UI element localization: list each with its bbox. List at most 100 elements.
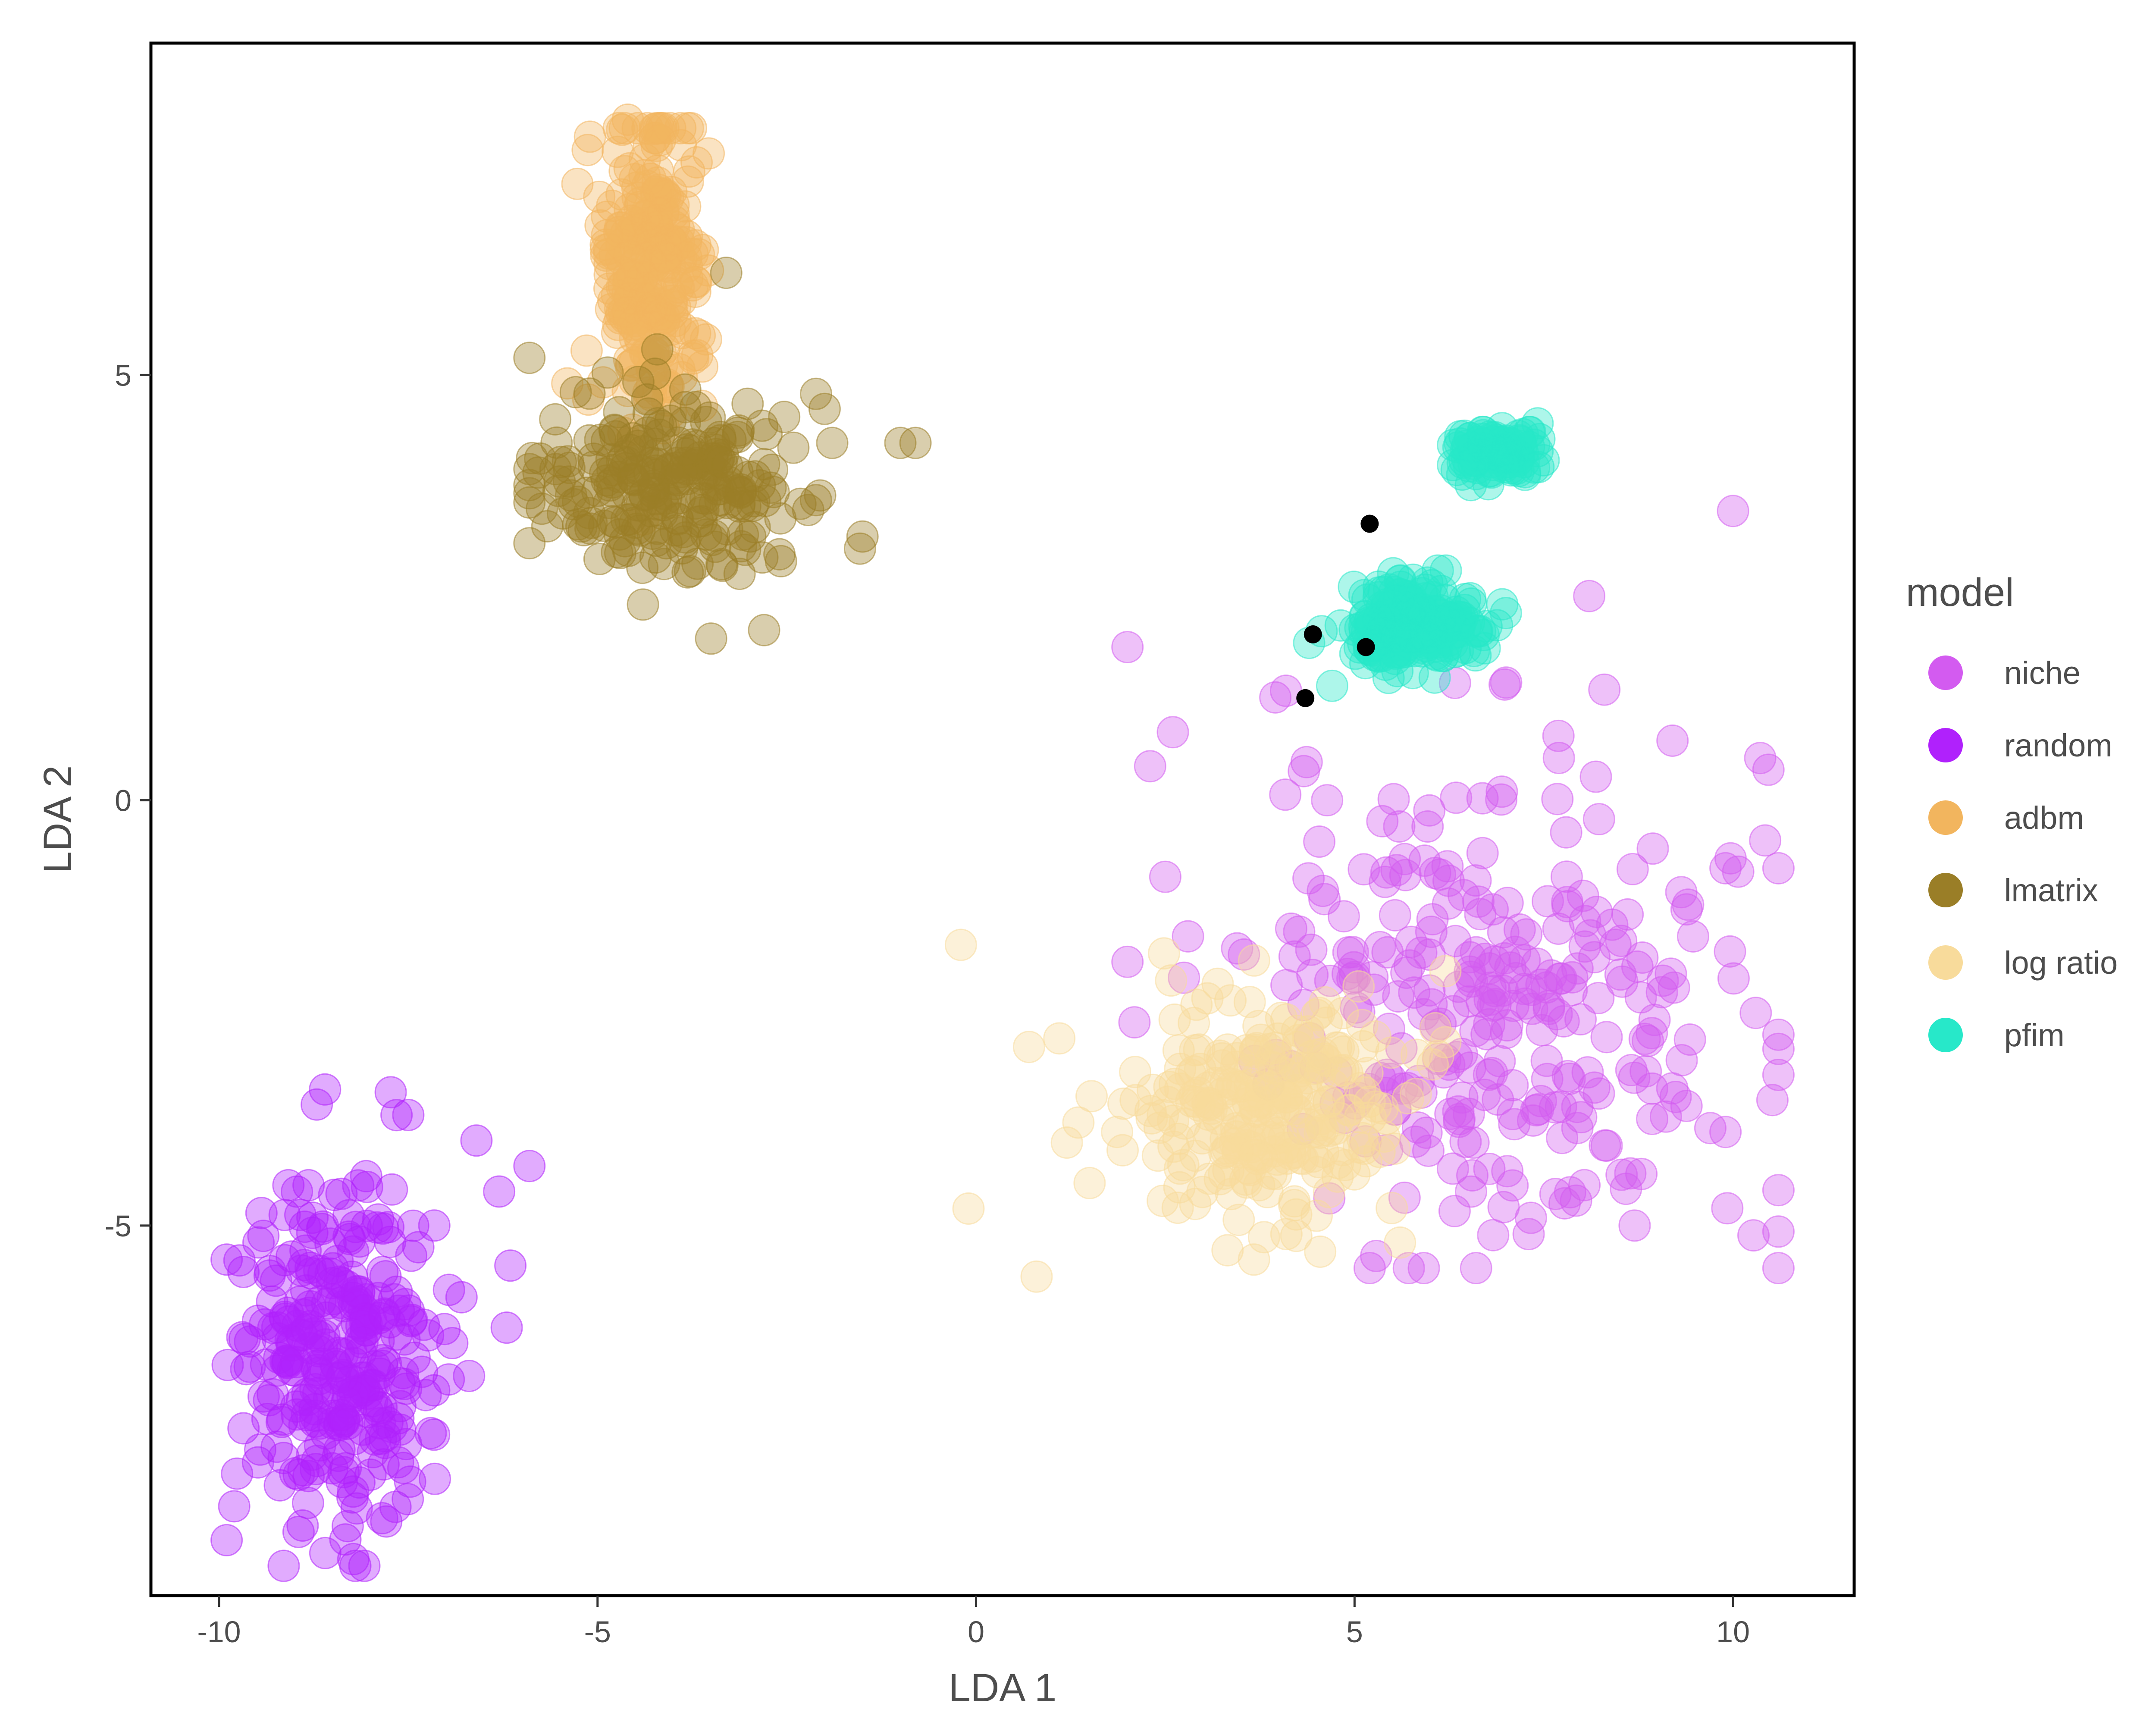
point-adbm bbox=[657, 198, 690, 230]
point-niche bbox=[1456, 1159, 1489, 1192]
point-pfim bbox=[1522, 451, 1555, 483]
point-niche bbox=[1485, 783, 1518, 816]
point-lmatrix bbox=[695, 622, 727, 655]
point-niche bbox=[1499, 935, 1532, 968]
point-random bbox=[335, 1317, 367, 1350]
x-tick-label: -5 bbox=[584, 1615, 611, 1649]
point-niche bbox=[1550, 816, 1583, 849]
point-niche bbox=[1473, 1153, 1506, 1185]
point-lmatrix bbox=[522, 456, 555, 489]
point-niche bbox=[1460, 936, 1492, 969]
point-niche bbox=[1508, 944, 1541, 977]
point-niche bbox=[1605, 1158, 1638, 1191]
point-niche bbox=[1578, 1071, 1611, 1104]
point-niche bbox=[1532, 885, 1564, 918]
point-niche bbox=[1588, 673, 1621, 706]
point-niche bbox=[1466, 782, 1499, 815]
point-random bbox=[453, 1360, 486, 1393]
point-niche bbox=[1569, 905, 1601, 938]
point-log-ratio bbox=[1359, 1020, 1391, 1053]
point-niche bbox=[1402, 1065, 1435, 1097]
point-lmatrix bbox=[635, 495, 667, 528]
point-random bbox=[380, 1275, 413, 1308]
point-random bbox=[494, 1249, 527, 1282]
point-log-ratio bbox=[1157, 1104, 1189, 1137]
point-niche bbox=[1454, 941, 1486, 974]
point-niche bbox=[1709, 852, 1742, 884]
point-random bbox=[460, 1124, 493, 1157]
legend-swatch bbox=[1928, 800, 1963, 835]
point-lmatrix bbox=[608, 439, 641, 472]
point-niche bbox=[1749, 824, 1782, 857]
point-lmatrix bbox=[746, 541, 779, 574]
point-niche bbox=[1498, 1108, 1531, 1141]
point-adbm bbox=[654, 314, 686, 347]
point-lmatrix bbox=[668, 406, 701, 439]
point-niche bbox=[1490, 666, 1523, 699]
point-niche bbox=[1470, 1018, 1503, 1051]
point-random bbox=[361, 1211, 394, 1244]
point-niche bbox=[1399, 1126, 1432, 1158]
point-niche bbox=[1408, 844, 1441, 877]
point-adbm bbox=[670, 226, 702, 258]
point-niche bbox=[1616, 853, 1649, 885]
legend-swatch bbox=[1928, 945, 1963, 980]
point-adbm bbox=[644, 124, 677, 157]
point-adbm bbox=[591, 219, 624, 251]
point-niche bbox=[1542, 719, 1575, 752]
points-layer bbox=[210, 104, 1795, 1582]
point-adbm bbox=[671, 112, 704, 144]
point-random bbox=[268, 1198, 301, 1231]
series-log-ratio bbox=[944, 928, 1462, 1293]
point-random bbox=[241, 1305, 274, 1337]
point-lmatrix bbox=[591, 356, 624, 389]
point-random bbox=[291, 1383, 324, 1416]
point-random bbox=[398, 1341, 431, 1374]
point-niche bbox=[1555, 974, 1588, 1007]
legend-label: pfim bbox=[2004, 1017, 2065, 1053]
point-niche bbox=[1393, 949, 1426, 982]
point-random bbox=[342, 1169, 375, 1202]
point-pfim bbox=[1502, 420, 1535, 452]
y-axis-title: LDA 2 bbox=[36, 765, 80, 874]
legend-title: model bbox=[1906, 571, 2014, 615]
point-random bbox=[301, 1088, 333, 1121]
point-log-ratio bbox=[1215, 1178, 1247, 1211]
x-tick-label: 5 bbox=[1346, 1615, 1363, 1649]
point-log-ratio bbox=[1162, 1123, 1195, 1155]
point-adbm bbox=[626, 310, 658, 343]
point-adbm bbox=[664, 129, 697, 162]
point-adbm bbox=[583, 180, 616, 213]
point-niche bbox=[1522, 1093, 1554, 1126]
point-adbm bbox=[654, 277, 686, 310]
point-lmatrix bbox=[721, 420, 754, 453]
point-lmatrix bbox=[705, 446, 738, 479]
point-random bbox=[280, 1390, 313, 1423]
point-lmatrix bbox=[610, 503, 643, 536]
point-log-ratio bbox=[1211, 1234, 1244, 1267]
point-random bbox=[292, 1169, 325, 1201]
point-lmatrix bbox=[632, 397, 665, 430]
x-tick-label: 0 bbox=[968, 1615, 984, 1649]
point-niche bbox=[1762, 1018, 1795, 1051]
point-log-ratio bbox=[1354, 1101, 1387, 1134]
point-log-ratio bbox=[1301, 1156, 1334, 1189]
point-niche bbox=[1531, 1063, 1564, 1095]
point-lmatrix bbox=[899, 427, 932, 459]
point-niche bbox=[1460, 1252, 1492, 1284]
point-log-ratio bbox=[1155, 964, 1188, 997]
point-niche bbox=[1482, 1083, 1514, 1116]
point-lmatrix bbox=[723, 558, 756, 590]
point-niche bbox=[1762, 852, 1795, 884]
point-pfim bbox=[1438, 609, 1470, 642]
point-niche bbox=[1645, 976, 1678, 1009]
point-adbm bbox=[620, 213, 652, 246]
point-lmatrix bbox=[701, 445, 734, 477]
point-niche bbox=[1717, 495, 1749, 527]
point-random bbox=[341, 1275, 373, 1308]
point-niche bbox=[1636, 1103, 1668, 1135]
point-niche bbox=[1717, 962, 1750, 995]
point-log-ratio bbox=[952, 1192, 985, 1225]
point-random bbox=[363, 1357, 396, 1390]
point-niche bbox=[1111, 945, 1144, 978]
